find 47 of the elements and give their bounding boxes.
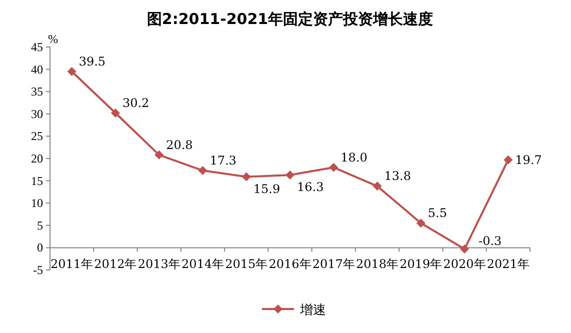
point [198, 166, 208, 176]
point [416, 218, 426, 228]
data-label: 18.0 [340, 150, 368, 164]
data-label: 17.3 [210, 154, 236, 168]
y-tick-label: 25 [31, 129, 43, 144]
y-tick-label: 20 [31, 152, 43, 166]
point [460, 244, 470, 254]
data-label: 15.9 [253, 182, 280, 196]
y-tick-label: 5 [37, 218, 43, 232]
y-tick-label: 30 [31, 106, 43, 121]
data-label: -0.3 [478, 234, 502, 248]
point [329, 162, 338, 172]
point [372, 182, 382, 191]
y-axis-title: % [48, 32, 58, 46]
data-label: 13.8 [384, 169, 411, 184]
x-tick-label: 2013年 [138, 257, 180, 271]
point [154, 150, 164, 160]
point [67, 67, 76, 76]
y-tick-label: 45 [31, 40, 43, 54]
data-label: 5.5 [428, 206, 448, 220]
point [504, 155, 513, 164]
x-tick-label: 2016年 [268, 257, 312, 271]
legend-label: 增速 [299, 303, 326, 318]
y-tick-label: 10 [31, 196, 43, 210]
chart-title: 图2:2011-2021年固定资产投资增长速度 [146, 10, 434, 28]
x-tick-label: 2021年 [486, 257, 530, 271]
point [110, 108, 120, 118]
y-tick-label: -5 [33, 263, 43, 277]
x-tick-label: 2020年 [443, 257, 486, 271]
x-tick-label: 2014年 [181, 257, 224, 271]
data-label: 30.2 [122, 96, 150, 110]
data-label: 39.5 [78, 54, 106, 69]
x-tick-label: 2011年 [50, 257, 94, 271]
data-label: 16.3 [297, 180, 324, 194]
y-tick-label: 40 [31, 62, 43, 76]
data-label: 19.7 [515, 152, 542, 167]
point [242, 172, 251, 182]
x-tick-label: 2012年 [94, 257, 137, 271]
data-label: 20.8 [166, 138, 193, 152]
y-tick-label: 15 [31, 174, 43, 188]
x-tick-label: 2015年 [225, 257, 268, 271]
x-tick-label: 2019年 [400, 257, 442, 271]
x-tick-label: 2017年 [312, 257, 355, 271]
point [286, 170, 294, 180]
y-tick-label: 0 [37, 240, 43, 255]
x-tick-label: 2018年 [356, 257, 399, 271]
y-tick-label: 35 [31, 84, 43, 99]
